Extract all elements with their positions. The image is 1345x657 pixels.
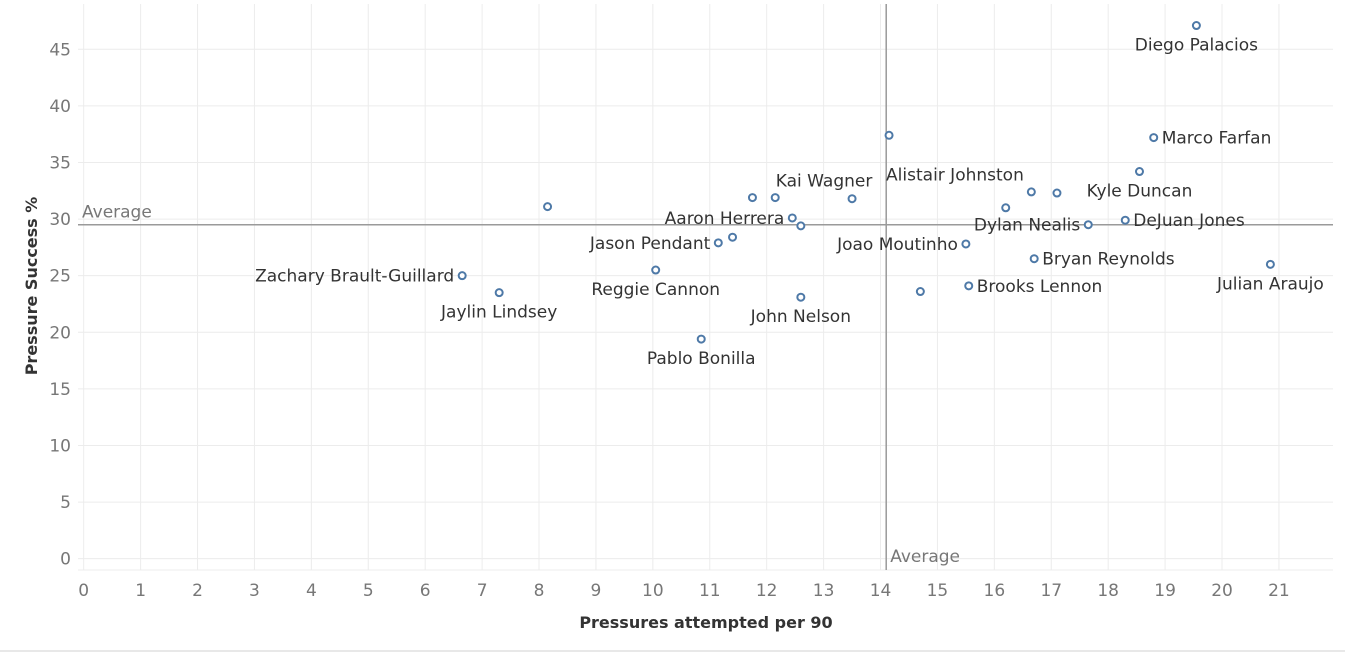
reference-lines: Average Average	[78, 4, 1333, 570]
x-tick-label: 1	[135, 581, 146, 601]
point-label: Dylan Nealis	[974, 216, 1081, 236]
scatter-point	[915, 287, 925, 297]
x-tick-label: 0	[78, 581, 89, 601]
scatter-point	[847, 194, 857, 204]
point-label: Brooks Lennon	[977, 277, 1103, 297]
x-tick-label: 21	[1268, 581, 1290, 601]
scatter-point	[1191, 21, 1201, 31]
point-label: Kyle Duncan	[1087, 182, 1193, 202]
scatter-point	[770, 193, 780, 203]
x-axis-title: Pressures attempted per 90	[579, 613, 832, 632]
y-tick-label: 30	[49, 210, 71, 230]
point-label: Diego Palacios	[1135, 36, 1258, 56]
x-tick-label: 19	[1154, 581, 1176, 601]
point-labels: Diego Palacios Marco Farfan Alistair Johns…	[255, 36, 1324, 370]
x-tick-label: 5	[363, 581, 374, 601]
scatter-point	[543, 202, 553, 212]
scatter-point	[1026, 187, 1036, 197]
scatter-point	[1083, 220, 1093, 230]
scatter-point	[787, 213, 797, 223]
scatter-point	[964, 281, 974, 291]
point-label: John Nelson	[750, 307, 851, 327]
y-tick-label: 0	[60, 550, 71, 570]
point-label: Zachary Brault-Guillard	[255, 267, 454, 287]
x-tick-label: 11	[699, 581, 721, 601]
y-tick-label: 10	[49, 436, 71, 456]
point-label: Jaylin Lindsey	[440, 303, 557, 323]
point-label: Jason Pendant	[589, 234, 711, 254]
scatter-point	[747, 193, 757, 203]
x-tick-label: 2	[192, 581, 203, 601]
scatter-point	[728, 232, 738, 242]
scatter-point	[1120, 215, 1130, 225]
point-label: Marco Farfan	[1162, 129, 1272, 149]
point-label: Kai Wagner	[776, 172, 873, 192]
y-tick-label: 40	[49, 97, 71, 117]
y-tick-label: 35	[49, 153, 71, 173]
x-tick-label: 3	[249, 581, 260, 601]
x-tick-label: 12	[756, 581, 778, 601]
x-tick-label: 6	[420, 581, 431, 601]
x-tick-label: 4	[306, 581, 317, 601]
point-label: Joao Moutinho	[836, 235, 958, 255]
y-tick-label: 5	[60, 493, 71, 513]
scatter-point	[961, 239, 971, 249]
scatter-point	[1001, 203, 1011, 213]
scatter-point	[651, 265, 661, 275]
point-label: Aaron Herrera	[665, 209, 785, 229]
x-tick-label: 10	[642, 581, 664, 601]
x-tick-label: 14	[870, 581, 892, 601]
y-tick-label: 25	[49, 267, 71, 287]
x-tick-label: 9	[591, 581, 602, 601]
scatter-point	[1029, 254, 1039, 264]
point-label: Bryan Reynolds	[1042, 250, 1175, 270]
scatter-point	[1265, 259, 1275, 269]
x-tick-label: 7	[477, 581, 488, 601]
y-average-label: Average	[82, 203, 152, 223]
scatter-point	[696, 334, 706, 344]
tick-labels: 0 1 2 3 4 5 6 7 8 9 10 11 12 13 14 15 16 17 18 19 20 21051015…	[49, 40, 1289, 601]
y-tick-label: 45	[49, 40, 71, 60]
scatter-point	[457, 271, 467, 281]
x-tick-label: 15	[927, 581, 949, 601]
data-points	[457, 21, 1275, 344]
point-label: DeJuan Jones	[1133, 211, 1245, 231]
scatter-point	[713, 238, 723, 248]
x-tick-label: 13	[813, 581, 835, 601]
y-axis-title: Pressure Success %	[22, 197, 41, 376]
y-tick-label: 20	[49, 323, 71, 343]
point-label: Alistair Johnston	[886, 165, 1024, 185]
scatter-point	[1149, 133, 1159, 143]
y-tick-label: 15	[49, 380, 71, 400]
x-average-label: Average	[890, 547, 960, 567]
scatter-point	[796, 221, 806, 231]
point-label: Pablo Bonilla	[647, 349, 756, 369]
x-tick-label: 20	[1211, 581, 1233, 601]
scatter-point	[494, 288, 504, 298]
scatter-point	[884, 130, 894, 140]
point-label: Julian Araujo	[1216, 274, 1324, 294]
scatter-point	[796, 292, 806, 302]
scatter-point	[1052, 188, 1062, 198]
x-tick-label: 16	[984, 581, 1006, 601]
x-tick-label: 18	[1097, 581, 1119, 601]
x-tick-label: 8	[534, 581, 545, 601]
point-label: Reggie Cannon	[591, 280, 720, 300]
x-tick-label: 17	[1040, 581, 1062, 601]
scatter-point	[1134, 167, 1144, 177]
